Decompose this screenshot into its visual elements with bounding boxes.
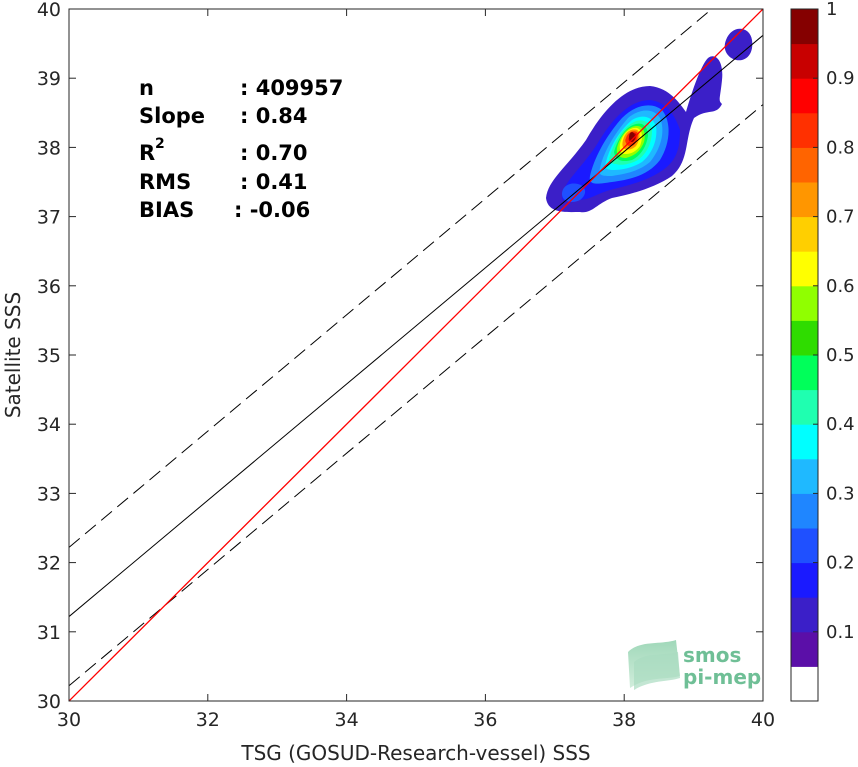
stat-rms-value: : 0.41 (240, 170, 308, 194)
y-tick-label: 40 (37, 0, 61, 21)
colorbar-swatch (791, 631, 818, 667)
identity-line (69, 9, 763, 701)
stat-n-label: n (139, 76, 154, 100)
x-tick-label: 34 (335, 709, 359, 731)
x-tick-label: 30 (57, 709, 81, 731)
colorbar-tick-label: 0.9 (826, 68, 855, 89)
colorbar-swatch (791, 182, 818, 218)
colorbar-tick-label: 0.4 (826, 414, 855, 435)
stat-bias-value: : -0.06 (234, 198, 310, 222)
stats-block: n : 409957 Slope : 0.84 R 2 : 0.70 RMS :… (139, 76, 343, 222)
density-level-2b (562, 183, 586, 202)
y-tick-label: 30 (37, 691, 61, 713)
y-tick-label: 37 (37, 207, 61, 229)
colorbar-swatch (791, 285, 818, 321)
y-tick-label: 36 (37, 276, 61, 298)
error-band-upper-line (69, 9, 713, 548)
x-tick-label: 40 (751, 709, 775, 731)
logo-waves-icon-layer (634, 652, 680, 690)
colorbar-swatch (791, 251, 818, 287)
stat-n-value: : 409957 (240, 76, 343, 100)
colorbar: 0.1 0.2 0.3 0.4 0.5 0.6 0.7 0.8 0.9 1 (790, 0, 855, 702)
colorbar-swatch (791, 355, 818, 391)
stat-slope-label: Slope (139, 104, 205, 128)
y-axis-title: Satellite SSS (1, 292, 25, 418)
colorbar-swatch (791, 320, 818, 356)
stat-bias-label: BIAS (139, 198, 194, 222)
y-axis: 30 31 32 33 34 35 36 37 38 39 40 (37, 0, 763, 713)
density-level-1b (724, 28, 753, 61)
stat-r2-value: : 0.70 (240, 141, 308, 165)
x-tick-label: 36 (473, 709, 497, 731)
error-band-lower-line (69, 104, 763, 687)
x-axis-title: TSG (GOSUD-Research-vessel) SSS (240, 741, 590, 765)
colorbar-swatch (791, 78, 818, 114)
colorbar-tick-label: 0.8 (826, 137, 855, 158)
stat-r2-label: R (139, 141, 155, 165)
colorbar-tick-label: 0.2 (826, 553, 855, 574)
y-tick-label: 38 (37, 137, 61, 159)
colorbar-tick-label: 0.5 (826, 345, 855, 366)
colorbar-swatch (791, 147, 818, 183)
logo-line-2: pi-mep (683, 665, 761, 689)
density-peak (629, 132, 635, 142)
stat-r2-sup: 2 (155, 136, 165, 152)
stat-rms-label: RMS (139, 170, 191, 194)
regression-fit-line (69, 34, 763, 617)
colorbar-swatch (791, 458, 818, 494)
colorbar-tick-label: 0.6 (826, 276, 855, 297)
colorbar-swatch (791, 424, 818, 460)
logo-line-1: smos (683, 643, 741, 667)
x-tick-label: 38 (612, 709, 636, 731)
colorbar-swatch (791, 216, 818, 252)
colorbar-swatch (791, 112, 818, 148)
y-tick-label: 32 (37, 553, 61, 575)
colorbar-tick-label: 0.1 (826, 622, 855, 643)
colorbar-swatch (791, 562, 818, 598)
smos-pi-mep-logo: smos pi-mep (628, 640, 761, 690)
y-tick-label: 39 (37, 68, 61, 90)
x-tick-label: 32 (196, 709, 220, 731)
colorbar-swatch (791, 389, 818, 425)
colorbar-swatch (791, 528, 818, 564)
colorbar-tick-label: 0.7 (826, 207, 855, 228)
colorbar-swatch (791, 597, 818, 633)
colorbar-swatch (791, 666, 818, 702)
stat-slope-value: : 0.84 (240, 104, 308, 128)
y-tick-label: 33 (37, 483, 61, 505)
y-tick-label: 34 (37, 414, 61, 436)
colorbar-swatch (791, 9, 818, 45)
y-tick-label: 35 (37, 345, 61, 367)
colorbar-tick-label: 0.3 (826, 483, 855, 504)
colorbar-tick-label: 1 (826, 0, 837, 20)
colorbar-swatch (791, 493, 818, 529)
y-tick-label: 31 (37, 622, 61, 644)
x-axis: 30 32 34 36 38 40 (57, 9, 775, 731)
colorbar-swatch (791, 43, 818, 79)
